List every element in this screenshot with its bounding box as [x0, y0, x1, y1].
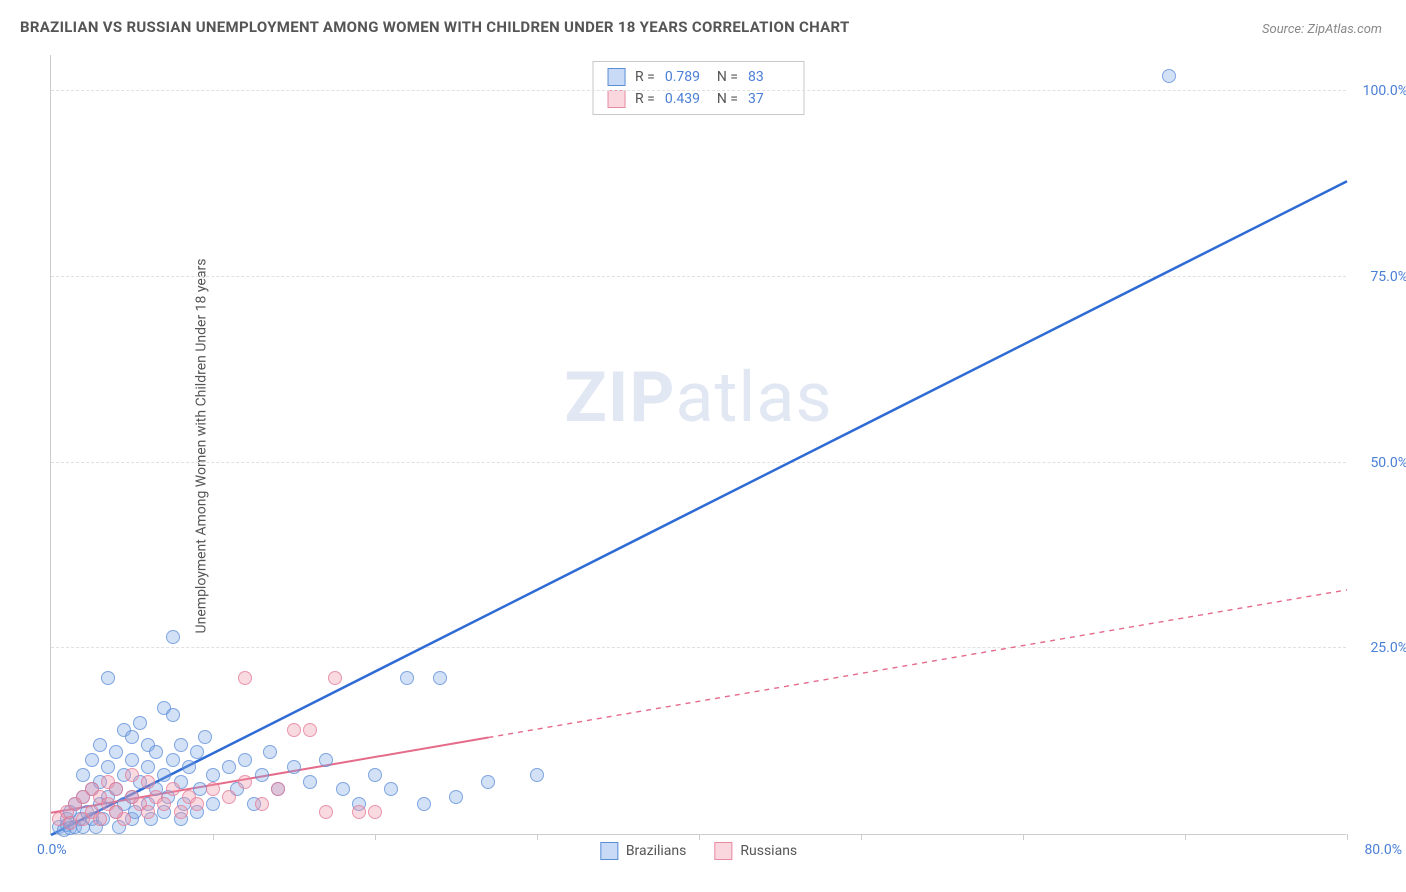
point-brazilians [368, 768, 382, 782]
point-brazilians [384, 782, 398, 796]
point-brazilians [166, 708, 180, 722]
trend-layer [51, 55, 1347, 835]
point-brazilians [255, 768, 269, 782]
point-russians [109, 782, 123, 796]
point-russians [166, 782, 180, 796]
point-russians [63, 816, 77, 830]
point-russians [238, 775, 252, 789]
x-tick-max: 80.0% [1364, 842, 1402, 858]
point-russians [238, 671, 252, 685]
point-brazilians [303, 775, 317, 789]
point-russians [93, 812, 107, 826]
point-russians [190, 797, 204, 811]
point-russians [271, 782, 285, 796]
point-brazilians [85, 753, 99, 767]
point-brazilians [157, 768, 171, 782]
point-russians [157, 797, 171, 811]
point-brazilians [319, 753, 333, 767]
point-russians [222, 790, 236, 804]
point-brazilians [530, 768, 544, 782]
point-brazilians [109, 745, 123, 759]
point-russians [303, 723, 317, 737]
point-brazilians [287, 760, 301, 774]
point-brazilians [449, 790, 463, 804]
point-brazilians [174, 738, 188, 752]
y-tick-label: 100.0% [1358, 83, 1406, 99]
series-legend: Brazilians Russians [600, 842, 797, 860]
point-brazilians [149, 745, 163, 759]
point-brazilians [93, 738, 107, 752]
source-label: Source: ZipAtlas.com [1262, 22, 1382, 37]
plot-area: ZIPatlas R =0.789N =83R =0.439N =37 Braz… [50, 55, 1346, 835]
point-russians [368, 805, 382, 819]
point-russians [319, 805, 333, 819]
point-russians [287, 723, 301, 737]
legend-swatch [600, 842, 618, 860]
y-tick-label: 75.0% [1358, 269, 1406, 285]
point-brazilians [182, 760, 196, 774]
point-russians [255, 797, 269, 811]
chart-title: BRAZILIAN VS RUSSIAN UNEMPLOYMENT AMONG … [20, 18, 850, 36]
point-brazilians [198, 730, 212, 744]
x-tick-mark [1347, 834, 1348, 840]
point-brazilians [101, 671, 115, 685]
point-russians [125, 768, 139, 782]
point-russians [141, 775, 155, 789]
trendline-brazilians [51, 181, 1347, 835]
x-tick-min: 0.0% [37, 842, 67, 858]
point-brazilians [417, 797, 431, 811]
point-brazilians [336, 782, 350, 796]
trendline-russians-dashed [488, 590, 1347, 738]
legend-swatch [714, 842, 732, 860]
point-brazilians [125, 730, 139, 744]
point-brazilians [263, 745, 277, 759]
legend-item-brazilians: Brazilians [600, 842, 687, 860]
point-brazilians [481, 775, 495, 789]
point-brazilians [206, 768, 220, 782]
y-tick-label: 50.0% [1358, 455, 1406, 471]
legend-item-russians: Russians [714, 842, 797, 860]
point-russians [117, 812, 131, 826]
point-russians [206, 782, 220, 796]
point-russians [352, 805, 366, 819]
point-russians [174, 805, 188, 819]
point-brazilians [141, 760, 155, 774]
point-brazilians [125, 753, 139, 767]
point-brazilians [190, 745, 204, 759]
point-brazilians [238, 753, 252, 767]
point-brazilians [1162, 69, 1176, 83]
point-brazilians [400, 671, 414, 685]
legend-series-label: Russians [740, 843, 797, 859]
legend-series-label: Brazilians [626, 843, 687, 859]
point-russians [141, 805, 155, 819]
point-brazilians [433, 671, 447, 685]
point-brazilians [101, 760, 115, 774]
point-brazilians [133, 716, 147, 730]
y-tick-label: 25.0% [1358, 640, 1406, 656]
point-russians [328, 671, 342, 685]
point-brazilians [76, 768, 90, 782]
point-brazilians [166, 753, 180, 767]
point-brazilians [166, 630, 180, 644]
point-brazilians [206, 797, 220, 811]
point-brazilians [222, 760, 236, 774]
